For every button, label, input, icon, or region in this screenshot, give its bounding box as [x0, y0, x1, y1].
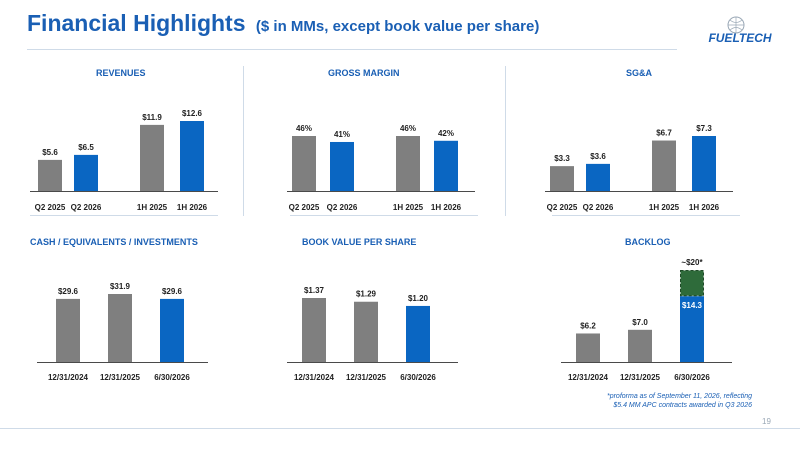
divider-2: [505, 66, 506, 216]
underline-3: [552, 215, 740, 216]
cash-category-label-1: 12/31/2024: [48, 373, 89, 382]
sga-category-label-3: 1H 2025: [649, 203, 680, 212]
backlog-value-label-2: $7.0: [632, 318, 648, 327]
cash-category-label-3: 6/30/2026: [154, 373, 190, 382]
sga-bar-4: [692, 136, 716, 191]
gross-margin-bar-3: [396, 136, 420, 191]
fueltech-logo: FUELTECH: [708, 16, 772, 45]
book-value-bar-2: [354, 301, 378, 362]
underline-2: [290, 215, 478, 216]
revenues-bar-3: [140, 124, 164, 191]
gross-margin-value-label-2: 41%: [334, 130, 350, 139]
sga-title: SG&A: [626, 68, 653, 78]
footnote-line-2: $5.4 MM APC contracts awarded in Q3 2026: [613, 402, 752, 409]
sga-value-label-3: $6.7: [656, 129, 672, 138]
sga-category-label-2: Q2 2026: [583, 203, 614, 212]
revenues-bar-4: [180, 121, 204, 191]
title-subtitle: ($ in MMs, except book value per share): [255, 18, 540, 35]
revenues-category-label-4: 1H 2026: [177, 203, 208, 212]
cash-bar-3: [160, 298, 184, 362]
cash-value-label-1: $29.6: [58, 287, 79, 296]
footnote-line-1: *proforma as of September 11, 2026, refl…: [606, 393, 752, 400]
book-value-title: BOOK VALUE PER SHARE: [302, 237, 417, 247]
book-value-value-label-3: $1.20: [408, 294, 429, 303]
cash-bar-2: [108, 294, 132, 362]
gross-margin-value-label-3: 46%: [400, 124, 416, 133]
sga-value-label-2: $3.6: [590, 152, 606, 161]
revenues-value-label-1: $5.6: [42, 148, 58, 157]
logo-text: FUELTECH: [708, 31, 771, 45]
footnote: *proforma as of September 11, 2026, refl…: [560, 392, 752, 410]
revenues-category-label-3: 1H 2025: [137, 203, 168, 212]
revenues-category-label-1: Q2 2025: [35, 203, 66, 212]
sga-bar-1: [550, 166, 574, 191]
footer-rule: [0, 428, 800, 429]
backlog-category-label-2: 12/31/2025: [620, 373, 661, 382]
page-number: 19: [762, 417, 771, 426]
sga-value-label-1: $3.3: [554, 154, 570, 163]
backlog-bar-1: [576, 333, 600, 362]
revenues-bar-1: [38, 159, 62, 191]
underline-1: [30, 215, 218, 216]
backlog-category-label-1: 12/31/2024: [568, 373, 609, 382]
sga-bar-2: [586, 163, 610, 191]
book-value-value-label-1: $1.37: [304, 286, 325, 295]
gross-margin-bar-2: [330, 141, 354, 191]
book-value-category-label-2: 12/31/2025: [346, 373, 387, 382]
sga-category-label-4: 1H 2026: [689, 203, 720, 212]
gross-margin-category-label-4: 1H 2026: [431, 203, 462, 212]
header-rule: [27, 49, 677, 50]
revenues-category-label-2: Q2 2026: [71, 203, 102, 212]
book-value-category-label-3: 6/30/2026: [400, 373, 436, 382]
backlog-bar-3: [680, 296, 704, 362]
revenues-value-label-2: $6.5: [78, 143, 94, 152]
sga-value-label-4: $7.3: [696, 124, 712, 133]
book-value-value-label-2: $1.29: [356, 290, 377, 299]
title-text: Financial Highlights: [27, 10, 246, 36]
backlog-value-label-1: $6.2: [580, 321, 596, 330]
cash-bar-1: [56, 298, 80, 362]
gross-margin-value-label-4: 42%: [438, 129, 454, 138]
backlog-proforma-label: ~$20*: [681, 258, 703, 267]
revenues-value-label-3: $11.9: [142, 113, 162, 122]
page-title: Financial Highlights ($ in MMs, except b…: [27, 10, 539, 37]
book-value-bar-1: [302, 298, 326, 362]
gross-margin-bar-1: [292, 136, 316, 191]
sga-bar-3: [652, 140, 676, 191]
cash-title: CASH / EQUIVALENTS / INVESTMENTS: [30, 237, 198, 247]
cash-value-label-3: $29.6: [162, 287, 183, 296]
gross-margin-title: GROSS MARGIN: [328, 68, 400, 78]
revenues-bar-2: [74, 154, 98, 191]
sga-category-label-1: Q2 2025: [547, 203, 578, 212]
cash-category-label-2: 12/31/2025: [100, 373, 141, 382]
backlog-value-label-3: $14.3: [682, 301, 703, 310]
gross-margin-category-label-1: Q2 2025: [289, 203, 320, 212]
book-value-category-label-1: 12/31/2024: [294, 373, 335, 382]
backlog-proforma-segment: [680, 270, 704, 297]
backlog-category-label-3: 6/30/2026: [674, 373, 710, 382]
gross-margin-bar-4: [434, 140, 458, 191]
book-value-bar-3: [406, 305, 430, 362]
gross-margin-value-label-1: 46%: [296, 124, 312, 133]
revenues-value-label-4: $12.6: [182, 109, 203, 118]
gross-margin-category-label-2: Q2 2026: [327, 203, 358, 212]
backlog-title: BACKLOG: [625, 237, 671, 247]
revenues-title: REVENUES: [96, 68, 146, 78]
cash-value-label-2: $31.9: [110, 282, 131, 291]
divider-1: [243, 66, 244, 216]
gross-margin-category-label-3: 1H 2025: [393, 203, 424, 212]
backlog-bar-2: [628, 329, 652, 362]
